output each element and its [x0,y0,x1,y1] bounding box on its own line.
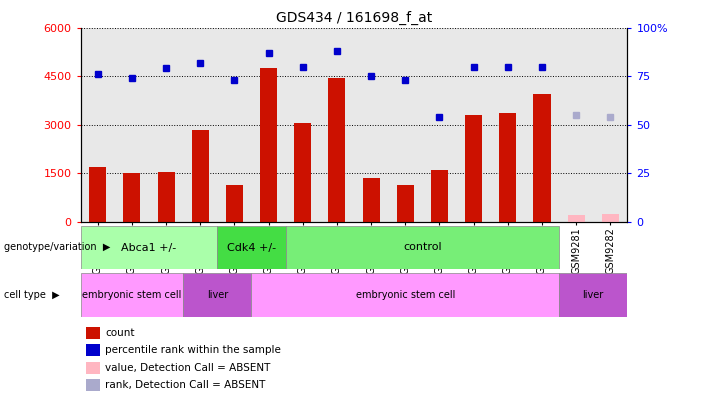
Bar [81,226,217,269]
Text: embryonic stem cell: embryonic stem cell [82,290,182,300]
Text: Cdk4 +/-: Cdk4 +/- [227,242,276,253]
Bar [191,129,209,222]
Bar [123,173,140,222]
Text: Abca1 +/-: Abca1 +/- [121,242,177,253]
Bar [86,344,100,356]
Bar [465,115,482,222]
Bar [568,215,585,222]
Bar [86,362,100,374]
Text: control: control [403,242,442,253]
Bar [559,273,627,317]
Text: cell type  ▶: cell type ▶ [4,290,59,300]
Bar [86,379,100,391]
Text: liver: liver [207,290,228,300]
Bar [252,273,559,317]
Bar [431,170,448,222]
Text: genotype/variation  ▶: genotype/variation ▶ [4,242,110,253]
Bar [226,185,243,222]
Bar [81,273,183,317]
Title: GDS434 / 161698_f_at: GDS434 / 161698_f_at [276,11,432,25]
Bar [294,123,311,222]
Text: percentile rank within the sample: percentile rank within the sample [105,345,281,355]
Bar [89,167,107,222]
Text: liver: liver [583,290,604,300]
Bar [217,226,286,269]
Bar [86,327,100,339]
Bar [158,171,175,222]
Text: count: count [105,328,135,338]
Bar [260,68,277,222]
Bar [397,185,414,222]
Bar [499,113,517,222]
Text: rank, Detection Call = ABSENT: rank, Detection Call = ABSENT [105,380,266,390]
Bar [183,273,252,317]
Bar [286,226,559,269]
Text: embryonic stem cell: embryonic stem cell [355,290,455,300]
Bar [601,214,619,222]
Text: value, Detection Call = ABSENT: value, Detection Call = ABSENT [105,363,271,373]
Bar [328,78,346,222]
Bar [362,178,380,222]
Bar [533,94,550,222]
